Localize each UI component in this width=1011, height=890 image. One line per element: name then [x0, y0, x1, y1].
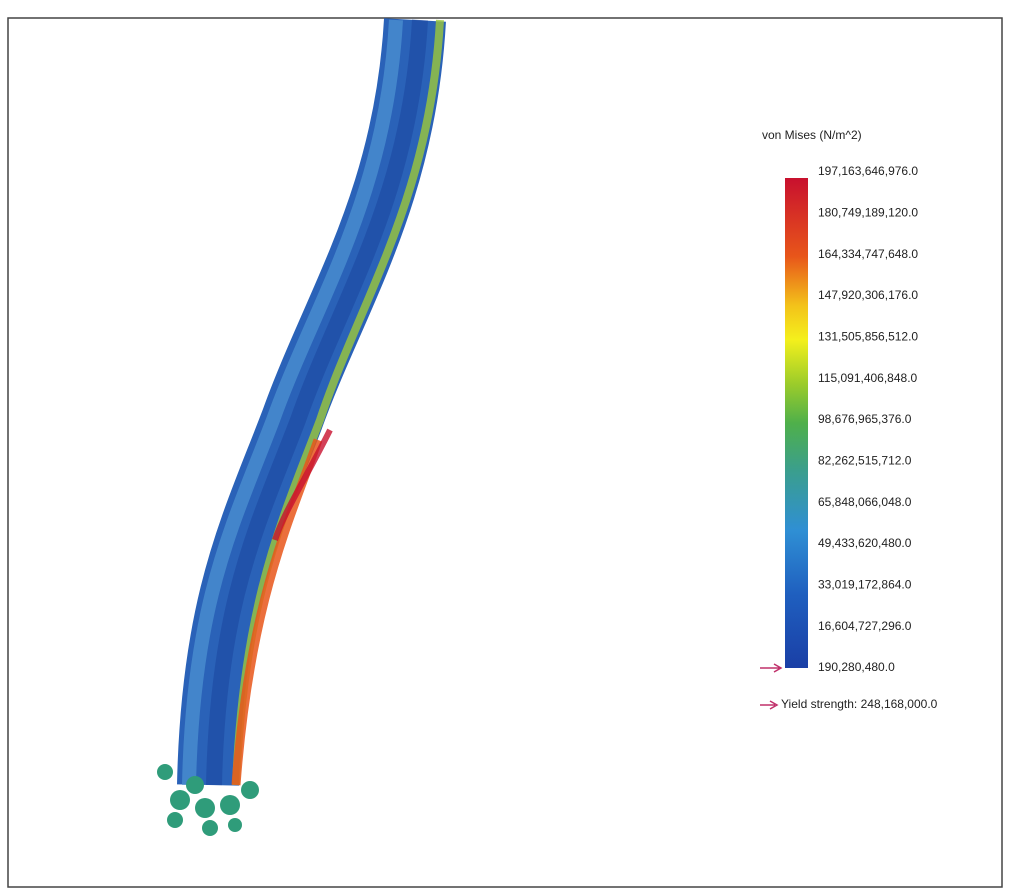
legend-title: von Mises (N/m^2) — [762, 128, 862, 142]
legend-label: 131,505,856,512.0 — [818, 330, 918, 344]
result-view: von Mises (N/m^2) 197,163,646,976.0 180,7… — [0, 0, 1011, 890]
legend-label: 33,019,172,864.0 — [818, 578, 912, 592]
legend-label: 16,604,727,296.0 — [818, 619, 912, 633]
frame — [8, 18, 1002, 887]
color-bar — [785, 178, 808, 668]
yield-strength: Yield strength: 248,168,000.0 — [781, 697, 938, 711]
legend-label: 49,433,620,480.0 — [818, 536, 912, 550]
legend-label: 98,676,965,376.0 — [818, 412, 912, 426]
legend-label: 180,749,189,120.0 — [818, 206, 918, 220]
legend-label: 190,280,480.0 — [818, 660, 895, 674]
legend-label: 65,848,066,048.0 — [818, 495, 912, 509]
legend-label: 164,334,747,648.0 — [818, 247, 918, 261]
legend-label: 147,920,306,176.0 — [818, 288, 918, 302]
legend-label: 197,163,646,976.0 — [818, 164, 918, 178]
legend-label: 115,091,406,848.0 — [818, 371, 918, 385]
legend-label: 82,262,515,712.0 — [818, 454, 912, 468]
